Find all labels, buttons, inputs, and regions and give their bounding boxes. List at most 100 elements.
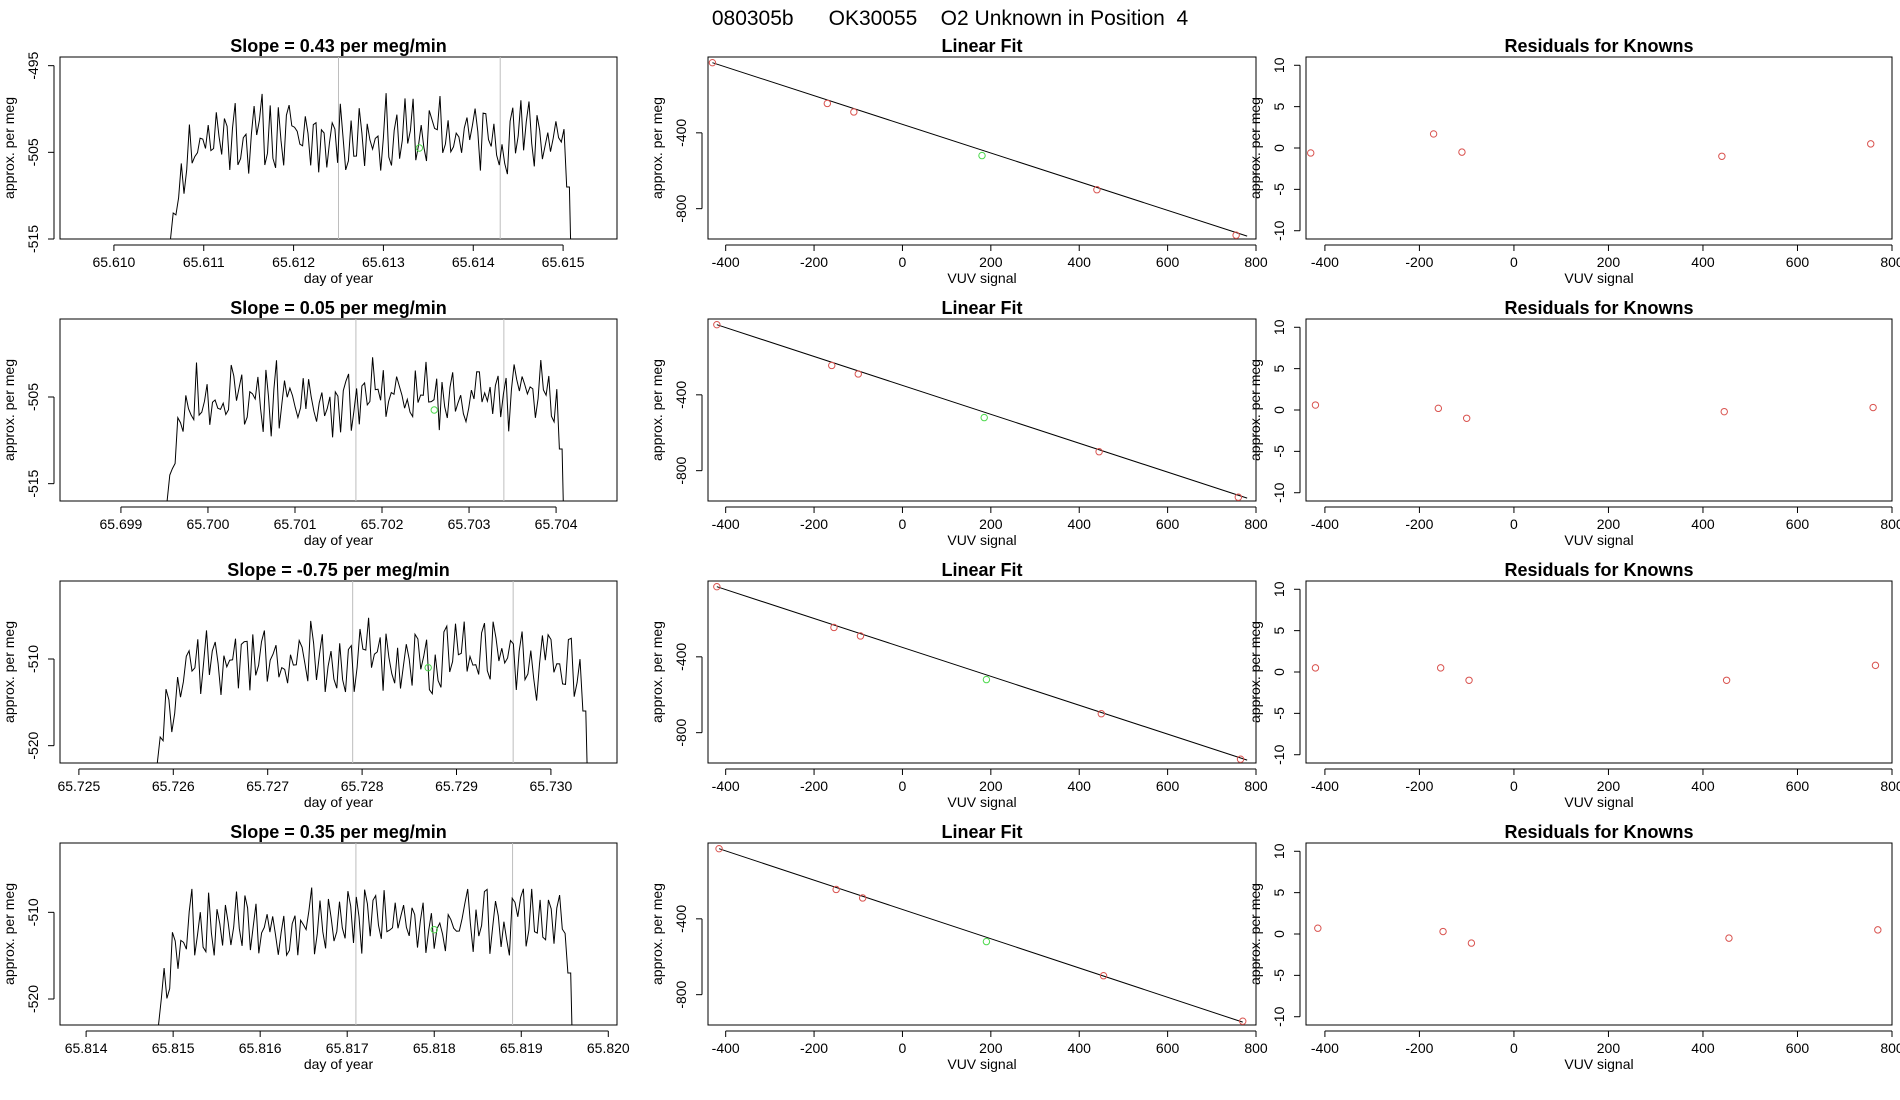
plot-frame — [707, 56, 1257, 240]
x-tick-label: 65.610 — [92, 254, 135, 270]
plot-frame — [59, 318, 618, 502]
y-tick-label: 0 — [1271, 144, 1287, 152]
x-tick-label: 200 — [1597, 254, 1621, 270]
panel-title: Residuals for Knowns — [1504, 298, 1693, 318]
known-point — [713, 582, 721, 591]
panel-title: Slope = 0.43 per meg/min — [230, 36, 447, 56]
x-tick-label: 65.725 — [57, 778, 100, 794]
y-axis-label: approx. per meg — [649, 359, 665, 461]
y-axis-label: approx. per meg — [1247, 883, 1263, 985]
fit-line — [718, 848, 1243, 1023]
x-tick-label: 65.820 — [587, 1040, 630, 1056]
known-point — [1439, 927, 1447, 936]
x-tick-label: 800 — [1880, 516, 1900, 532]
known-point — [1434, 404, 1443, 413]
unknown-point — [415, 144, 424, 152]
x-tick-label: 65.701 — [274, 516, 317, 532]
unknown-point — [430, 406, 438, 414]
known-point — [856, 632, 865, 640]
x-tick-label: 65.699 — [100, 516, 143, 532]
x-tick-label: 400 — [1068, 254, 1092, 270]
known-point — [1465, 676, 1473, 684]
known-point — [1311, 401, 1320, 409]
plot-area — [157, 843, 573, 1025]
x-tick-label: 400 — [1691, 254, 1715, 270]
known-point — [1869, 403, 1877, 412]
known-point — [1314, 924, 1322, 932]
y-tick-label: -515 — [25, 469, 41, 497]
y-tick-label: -510 — [25, 645, 41, 673]
data-series-line — [156, 617, 588, 763]
x-tick-label: 200 — [1597, 778, 1621, 794]
x-axis-label: VUV signal — [1564, 794, 1633, 810]
y-tick-label: 0 — [1271, 668, 1287, 676]
x-tick-label: 65.613 — [362, 254, 405, 270]
panels: Slope = 0.43 per meg/min 65.610 65.611 65.6… — [1, 36, 1900, 1072]
plot-frame — [707, 580, 1257, 764]
x-axis-label: VUV signal — [947, 270, 1016, 286]
x-tick-label: -400 — [1311, 516, 1339, 532]
x-tick-label: 400 — [1068, 1040, 1092, 1056]
known-point — [1232, 231, 1240, 239]
y-tick-label: -800 — [673, 456, 689, 484]
data-series-line — [169, 93, 572, 239]
x-tick-label: 0 — [899, 254, 907, 270]
panel-3-3: Residuals for Knowns -400 -200 0 200 400 600 80… — [1247, 560, 1900, 810]
panel-title: Slope = 0.05 per meg/min — [230, 298, 447, 318]
x-tick-label: 0 — [1510, 1040, 1518, 1056]
x-tick-label: -400 — [712, 1040, 740, 1056]
y-tick-label: -515 — [25, 225, 41, 253]
y-tick-label: 5 — [1271, 365, 1287, 373]
y-tick-label: -5 — [1271, 445, 1287, 458]
x-tick-label: 0 — [899, 778, 907, 794]
y-axis-label: approx. per meg — [1, 97, 17, 199]
x-tick-label: 800 — [1880, 778, 1900, 794]
unknown-point — [980, 413, 988, 422]
y-tick-label: -510 — [25, 898, 41, 926]
x-axis-label: day of year — [304, 794, 374, 810]
x-tick-label: -400 — [1311, 254, 1339, 270]
y-tick-label: -400 — [673, 119, 689, 147]
panel-3-1: Slope = -0.75 per meg/min 65.725 65.726 65.… — [1, 560, 618, 810]
x-axis-label: VUV signal — [947, 532, 1016, 548]
x-tick-label: 800 — [1880, 1040, 1900, 1056]
plot-frame — [1305, 842, 1893, 1026]
panel-4-2: Linear Fit -400 -200 0 200 400 600 800 VUV signa… — [649, 822, 1268, 1072]
y-tick-label: -495 — [25, 51, 41, 79]
x-tick-label: 65.726 — [152, 778, 195, 794]
y-tick-label: -5 — [1271, 707, 1287, 720]
x-tick-label: 65.702 — [361, 516, 404, 532]
plot-frame — [1305, 56, 1893, 240]
x-tick-label: 65.819 — [500, 1040, 543, 1056]
x-tick-label: 400 — [1691, 1040, 1715, 1056]
y-tick-label: 5 — [1271, 889, 1287, 897]
plot-area — [1311, 401, 1877, 422]
y-axis-label: approx. per meg — [649, 97, 665, 199]
x-tick-label: 600 — [1156, 516, 1180, 532]
x-tick-label: -200 — [800, 1040, 828, 1056]
y-tick-label: -10 — [1271, 220, 1287, 240]
known-point — [1436, 664, 1445, 672]
x-tick-label: 65.703 — [448, 516, 491, 532]
x-tick-label: -400 — [712, 254, 740, 270]
x-tick-label: 200 — [979, 1040, 1003, 1056]
x-tick-label: 400 — [1691, 516, 1715, 532]
x-tick-label: -200 — [800, 254, 828, 270]
unknown-point — [424, 663, 432, 672]
y-tick-label: 0 — [1271, 930, 1287, 938]
y-axis-label: approx. per meg — [1, 621, 17, 723]
x-tick-label: -200 — [800, 516, 828, 532]
x-tick-label: 65.612 — [272, 254, 315, 270]
x-tick-label: -200 — [1405, 1040, 1433, 1056]
x-tick-label: 400 — [1691, 778, 1715, 794]
x-tick-label: 200 — [979, 516, 1003, 532]
known-point — [715, 844, 723, 853]
x-tick-label: 65.818 — [413, 1040, 456, 1056]
x-tick-label: 65.729 — [435, 778, 478, 794]
page-title: 080305b OK30055 O2 Unknown in Position 4 — [712, 7, 1189, 30]
y-tick-label: -505 — [25, 138, 41, 166]
plot-area — [1307, 130, 1875, 160]
x-tick-label: 200 — [1597, 516, 1621, 532]
y-tick-label: 10 — [1271, 581, 1287, 597]
